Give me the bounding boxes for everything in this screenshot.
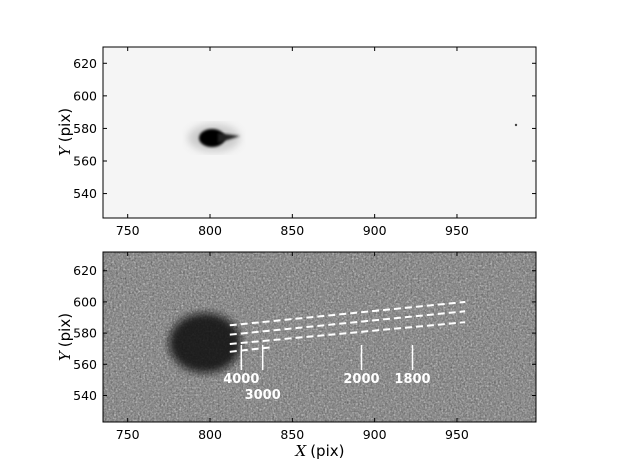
top-y-tick-label: 540	[73, 186, 97, 201]
top-x-tick-label: 950	[445, 223, 469, 238]
spectral-trace	[229, 346, 273, 353]
spectral-trace	[229, 300, 466, 327]
bottom-y-tick-label: 600	[73, 294, 97, 309]
bottom-y-tick-label: 540	[73, 388, 97, 403]
top-y-tick-label: 600	[73, 88, 97, 103]
top-y-tick-label: 560	[73, 154, 97, 169]
wavelength-label: 1800	[394, 372, 430, 387]
bottom-x-tick-label: 950	[445, 427, 469, 442]
top-y-ticks: 540 560 580 600 620	[73, 56, 536, 201]
bottom-x-tick-label: 800	[198, 427, 222, 442]
bottom-panel-frame	[102, 251, 537, 423]
spectral-trace	[229, 321, 466, 346]
bottom-y-ticks: 540 560 580 600 620	[73, 263, 536, 403]
bottom-x-tick-label: 900	[363, 427, 387, 442]
spectral-traces	[229, 300, 466, 353]
top-x-tick-label: 800	[198, 223, 222, 238]
top-x-tick-label: 750	[116, 223, 140, 238]
bottom-y-tick-label: 560	[73, 357, 97, 372]
top-y-axis-label: Y(pix)	[56, 108, 74, 156]
top-panel-frame	[102, 46, 537, 219]
faint-point	[514, 123, 518, 127]
wavelength-label: 3000	[245, 388, 281, 403]
top-y-tick-label: 620	[73, 56, 97, 71]
top-y-tick-label: 580	[73, 121, 97, 136]
bottom-x-axis-label: X (pix)	[295, 442, 345, 460]
noise-texture	[103, 252, 536, 422]
bottom-x-tick-label: 850	[280, 427, 304, 442]
top-x-ticks: 750 800 850 900 950	[116, 47, 469, 238]
wavelength-label: 4000	[223, 372, 259, 387]
top-x-tick-label: 850	[280, 223, 304, 238]
bottom-x-ticks: 750 800 850 900 950	[116, 252, 469, 442]
spectral-trace	[229, 310, 466, 336]
dark-blob	[169, 313, 241, 373]
bottom-y-tick-label: 620	[73, 263, 97, 278]
bottom-y-tick-label: 580	[73, 326, 97, 341]
bottom-y-axis-label: Y(pix)	[56, 313, 74, 361]
source-tail	[218, 133, 240, 143]
wavelength-label: 2000	[343, 372, 379, 387]
top-x-tick-label: 900	[363, 223, 387, 238]
bottom-x-tick-label: 750	[116, 427, 140, 442]
top-panel: 750 800 850 900 950 540 560 580 600 620 Y(pix)	[56, 46, 537, 238]
top-panel-background	[103, 47, 536, 218]
